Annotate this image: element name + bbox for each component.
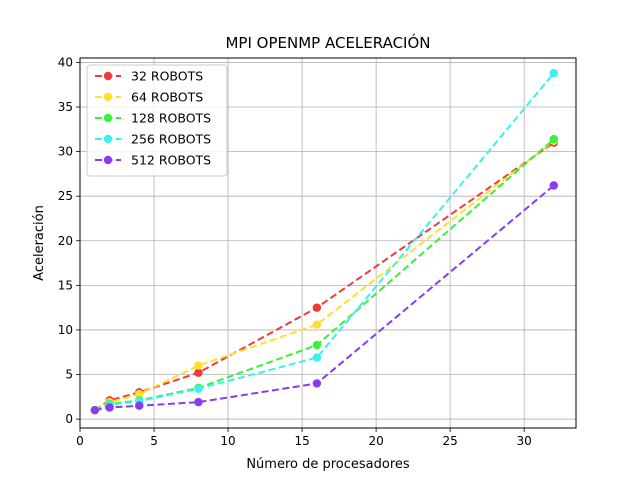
legend-marker <box>103 134 113 144</box>
grid <box>79 58 576 428</box>
data-point <box>135 401 144 410</box>
data-point <box>194 384 203 393</box>
x-axis-label: Número de procesadores <box>246 457 410 472</box>
y-tick-label: 15 <box>58 278 73 292</box>
legend-item: 32 ROBOTS <box>95 69 203 84</box>
y-tick-label: 0 <box>65 412 73 426</box>
axis-ticks: 0 5 10 15 20 25 30 0 5 10 15 20 25 30 35 40 <box>58 55 532 448</box>
chart-title: MPI OPENMP ACELERACIÓN <box>225 33 430 52</box>
x-tick-label: 0 <box>76 434 84 448</box>
y-tick-label: 5 <box>65 368 73 382</box>
x-tick-label: 25 <box>443 434 458 448</box>
data-point <box>549 68 558 78</box>
data-point <box>549 134 558 144</box>
data-point <box>105 403 114 412</box>
data-point <box>312 320 322 329</box>
data-point <box>135 389 144 399</box>
series-group <box>90 68 558 415</box>
legend-item: 64 ROBOTS <box>95 90 203 105</box>
x-tick-label: 20 <box>368 434 383 448</box>
data-point <box>194 361 203 370</box>
y-tick-label: 20 <box>58 234 73 248</box>
legend-marker <box>103 92 113 102</box>
data-point <box>90 405 100 415</box>
axes-frame <box>79 57 577 429</box>
y-tick-label: 40 <box>58 55 73 69</box>
legend-label: 32 ROBOTS <box>131 69 203 84</box>
y-axis-label: Aceleración <box>32 205 47 281</box>
legend-label: 64 ROBOTS <box>131 90 203 105</box>
legend-item: 128 ROBOTS <box>95 111 211 126</box>
data-point <box>312 379 322 388</box>
legend-label: 128 ROBOTS <box>131 111 211 126</box>
x-tick-label: 15 <box>294 434 309 448</box>
data-point <box>312 340 322 350</box>
legend-box <box>86 64 228 177</box>
data-point <box>312 303 322 312</box>
y-tick-label: 30 <box>58 145 73 159</box>
data-point <box>194 397 203 407</box>
data-point <box>549 181 558 190</box>
legend-item: 512 ROBOTS <box>95 153 211 168</box>
y-tick-label: 10 <box>58 323 73 337</box>
legend-marker <box>103 71 113 81</box>
legend-label: 256 ROBOTS <box>131 132 211 147</box>
legend-marker <box>103 155 113 165</box>
legend-marker <box>103 113 113 123</box>
data-point <box>312 353 322 362</box>
legend-label: 512 ROBOTS <box>131 153 211 168</box>
legend-item: 256 ROBOTS <box>95 132 211 147</box>
series-512-robots <box>90 181 558 415</box>
x-tick-label: 5 <box>150 434 158 448</box>
legend: 32 ROBOTS 64 ROBOTS 128 ROBOTS 256 ROBOTS 51… <box>86 64 228 177</box>
data-point <box>194 368 203 377</box>
y-tick-label: 25 <box>58 189 73 203</box>
x-tick-label: 10 <box>220 434 235 448</box>
y-tick-label: 35 <box>58 100 73 114</box>
x-tick-label: 30 <box>517 434 532 448</box>
